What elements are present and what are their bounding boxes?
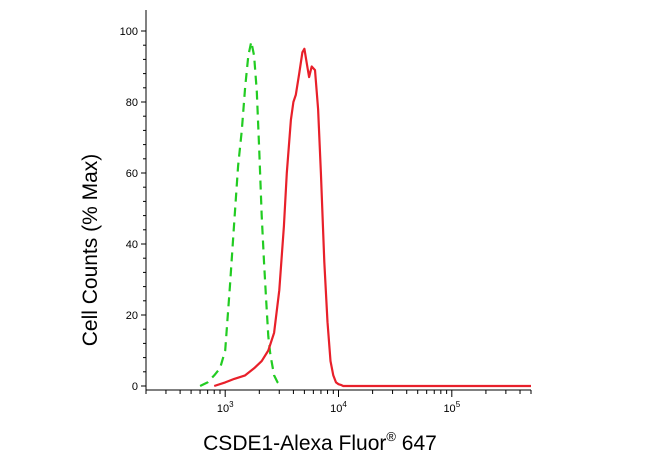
y-tick-label: 20 <box>126 310 138 322</box>
plot-area <box>145 10 531 391</box>
y-tick-label: 80 <box>126 97 138 109</box>
x-tick-label: 103 <box>217 400 234 415</box>
y-tick-label: 100 <box>120 26 138 38</box>
sample-histogram-line <box>213 47 531 388</box>
x-axis-title: CSDE1-Alexa Fluor® 647 <box>203 429 437 455</box>
x-tick-label: 104 <box>330 400 347 415</box>
y-axis-title: Cell Counts (% Max) <box>79 154 102 347</box>
x-axis-title-superscript: ® <box>386 429 396 444</box>
x-axis-ticks: 103 104 105 <box>145 390 532 415</box>
x-tick-label: 105 <box>443 400 460 415</box>
x-axis-title-suffix: 647 <box>396 432 437 455</box>
control-histogram-line <box>199 40 282 387</box>
y-tick-label: 40 <box>126 239 138 251</box>
y-axis-ticks: 0 20 40 60 80 100 <box>120 26 146 393</box>
y-tick-label: 60 <box>126 168 138 180</box>
x-axis-title-main: CSDE1-Alexa Fluor <box>203 432 386 455</box>
y-tick-label: 0 <box>132 381 138 393</box>
series-layer <box>199 40 531 388</box>
